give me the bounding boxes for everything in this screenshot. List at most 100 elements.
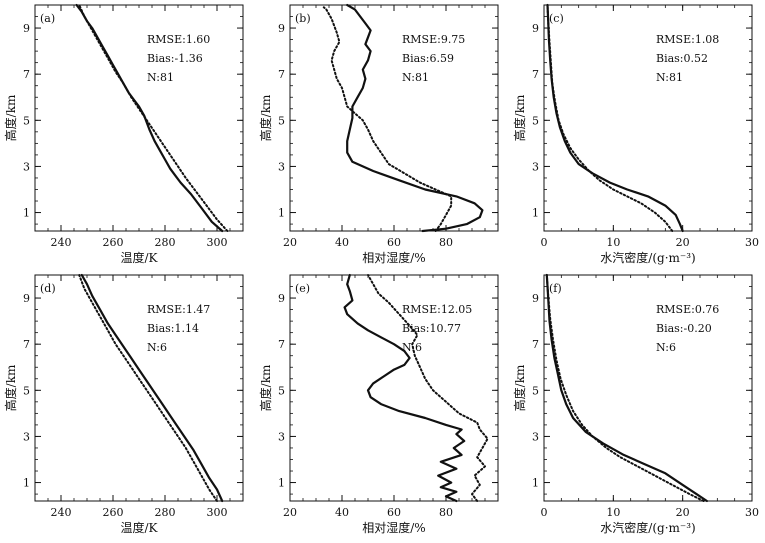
y-tick-label: 1 (23, 477, 30, 490)
x-tick-label: 240 (51, 506, 72, 519)
x-tick-label: 30 (745, 236, 759, 249)
x-tick-label: 60 (387, 236, 401, 249)
panel-d: 240 260 280 300 1 3 5 7 9 温度/K 高度/km (d) RMSE:1.47 Bi… (3, 273, 244, 535)
series-line-dotted (78, 4, 229, 232)
y-tick-label: 9 (532, 292, 539, 305)
stat-line: RMSE:1.47 (147, 303, 210, 316)
y-tick-label: 1 (278, 477, 285, 490)
y-tick-label: 5 (532, 114, 539, 127)
y-tick-label: 7 (23, 68, 30, 81)
panel-label: (f) (549, 282, 562, 295)
x-tick-label: 10 (606, 506, 620, 519)
y-tick-label: 9 (23, 292, 30, 305)
panel-b: 20 40 60 80 1 3 5 7 9 相对湿度/% 高度/km (b) RMSE:9.75 Bias… (258, 3, 499, 265)
y-tick-label: 5 (278, 114, 285, 127)
x-axis-label: 相对湿度/% (362, 250, 425, 265)
stat-line: Bias:-1.36 (147, 52, 203, 65)
plot-frame (34, 274, 244, 502)
x-tick-label: 10 (606, 236, 620, 249)
panel-label: (d) (40, 282, 56, 295)
y-tick-label: 9 (532, 22, 539, 35)
x-tick-label: 20 (283, 236, 297, 249)
panel-label: (e) (295, 282, 310, 295)
y-tick-label: 7 (278, 68, 285, 81)
x-tick-label: 300 (207, 506, 228, 519)
y-tick-label: 9 (278, 292, 285, 305)
y-tick-label: 3 (278, 430, 285, 443)
series-line-solid (80, 273, 224, 503)
y-tick-label: 9 (23, 22, 30, 35)
y-tick-label: 1 (278, 207, 285, 220)
stat-line: Bias:-0.20 (656, 322, 712, 335)
x-tick-label: 40 (335, 236, 349, 249)
x-tick-label: 260 (103, 236, 124, 249)
y-tick-label: 1 (23, 207, 30, 220)
x-tick-label: 80 (439, 506, 453, 519)
stat-line: N:81 (402, 71, 429, 84)
x-tick-label: 40 (335, 506, 349, 519)
y-tick-label: 3 (23, 160, 30, 173)
stat-line: RMSE:0.76 (656, 303, 719, 316)
plot-frame (289, 4, 499, 232)
x-tick-label: 20 (676, 506, 690, 519)
y-axis-label: 高度/km (3, 94, 18, 141)
y-tick-label: 5 (278, 384, 285, 397)
series-line-solid (545, 273, 709, 503)
stat-line: N:81 (656, 71, 683, 84)
x-axis-label: 相对湿度/% (362, 520, 425, 535)
series-line-dotted (322, 6, 453, 232)
series-line-dotted (545, 274, 705, 502)
stat-line: N:6 (656, 341, 676, 354)
stat-line: N:81 (147, 71, 174, 84)
x-tick-label: 80 (439, 236, 453, 249)
series-line-dotted (367, 274, 489, 502)
y-tick-label: 7 (23, 338, 30, 351)
y-axis-label: 高度/km (3, 364, 18, 411)
x-axis-label: 温度/K (120, 250, 158, 265)
x-tick-label: 300 (207, 236, 228, 249)
y-axis-label: 高度/km (512, 364, 527, 411)
x-tick-label: 280 (155, 236, 176, 249)
stat-line: Bias:10.77 (402, 322, 461, 335)
stat-line: RMSE:12.05 (402, 303, 472, 316)
series-line-solid (75, 3, 224, 233)
y-axis-label: 高度/km (512, 94, 527, 141)
stat-line: N:6 (147, 341, 167, 354)
panel-f: 0 10 20 30 1 3 5 7 9 水汽密度/(g·m⁻³) 高度/km (f) RMSE:0.7… (512, 273, 759, 535)
y-tick-label: 5 (23, 114, 30, 127)
y-tick-label: 3 (23, 430, 30, 443)
panel-label: (c) (549, 12, 564, 25)
x-axis-label: 水汽密度/(g·m⁻³) (600, 250, 695, 265)
y-tick-label: 9 (278, 22, 285, 35)
y-tick-label: 5 (23, 384, 30, 397)
y-tick-label: 7 (532, 68, 539, 81)
stat-line: RMSE:9.75 (402, 33, 465, 46)
x-tick-label: 30 (745, 506, 759, 519)
x-axis-label: 水汽密度/(g·m⁻³) (600, 520, 695, 535)
series-line-dotted (546, 4, 674, 232)
y-tick-label: 3 (532, 430, 539, 443)
y-axis-label: 高度/km (258, 364, 273, 411)
panel-label: (b) (295, 12, 311, 25)
x-tick-label: 20 (676, 236, 690, 249)
stat-line: Bias:6.59 (402, 52, 454, 65)
y-tick-label: 7 (532, 338, 539, 351)
x-tick-label: 20 (283, 506, 297, 519)
panel-e: 20 40 60 80 1 3 5 7 9 相对湿度/% 高度/km (e) RMSE:12.05 Bia… (258, 273, 499, 535)
series-line-solid (346, 3, 484, 233)
x-tick-label: 60 (387, 506, 401, 519)
y-tick-label: 1 (532, 207, 539, 220)
x-axis-label: 温度/K (120, 520, 158, 535)
y-tick-label: 3 (278, 160, 285, 173)
y-tick-label: 3 (532, 160, 539, 173)
stat-line: Bias:0.52 (656, 52, 708, 65)
y-axis-label: 高度/km (258, 94, 273, 141)
series-line-solid (343, 273, 466, 503)
y-tick-label: 7 (278, 338, 285, 351)
x-tick-label: 240 (51, 236, 72, 249)
panel-label: (a) (40, 12, 55, 25)
stat-line: RMSE:1.08 (656, 33, 719, 46)
x-tick-label: 260 (103, 506, 124, 519)
y-tick-label: 1 (532, 477, 539, 490)
